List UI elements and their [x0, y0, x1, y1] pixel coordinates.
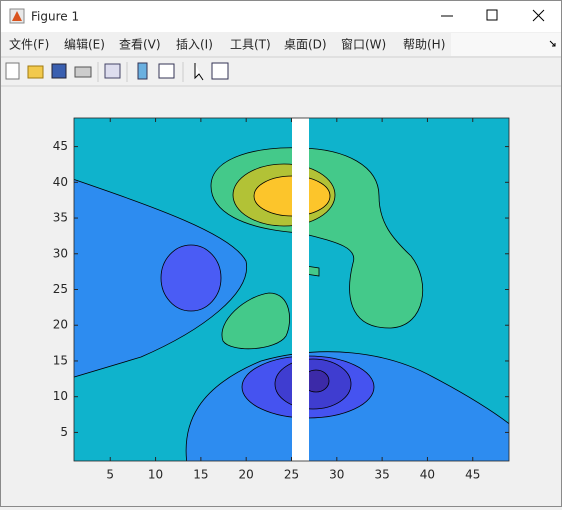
window-title: Figure 1 [31, 10, 79, 24]
y-tick-label: 15 [53, 353, 68, 367]
contour-level [74, 179, 247, 378]
y-tick-label: 45 [53, 139, 68, 153]
x-tick-label: 45 [465, 468, 480, 482]
y-tick-label: 5 [60, 425, 68, 439]
dock-arrow[interactable] [549, 40, 556, 47]
new-icon[interactable] [5, 62, 20, 80]
link-icon[interactable] [104, 63, 121, 79]
toolbar [5, 62, 229, 82]
x-tick-label: 30 [329, 468, 344, 482]
open-icon[interactable] [27, 65, 44, 79]
nan-gap [292, 118, 309, 461]
x-tick-label: 15 [193, 468, 208, 482]
contour-level [221, 292, 290, 350]
x-tick-label: 10 [148, 468, 163, 482]
x-tick-label: 40 [420, 468, 435, 482]
menu-item[interactable]: 文件(F) [9, 37, 49, 52]
maximize-button[interactable] [486, 9, 498, 21]
y-tick-label: 30 [53, 246, 68, 260]
close-button[interactable] [532, 9, 545, 22]
y-tick-label: 40 [53, 175, 68, 189]
y-tick-label: 25 [53, 282, 68, 296]
pointer-icon[interactable] [194, 63, 204, 81]
y-tick-label: 10 [53, 389, 68, 403]
print-icon[interactable] [74, 66, 92, 78]
menu-item[interactable]: 查看(V) [119, 38, 161, 52]
contour-level [160, 244, 222, 312]
save-icon[interactable] [51, 63, 67, 79]
menu-bar-end [451, 33, 561, 56]
menu-item[interactable]: 帮助(H) [403, 38, 445, 52]
contour-fill [74, 118, 509, 461]
title-bar [1, 1, 561, 32]
menu-item[interactable]: 工具(T) [230, 38, 271, 52]
menu-item[interactable]: 窗口(W) [341, 38, 386, 52]
menu-bar [1, 33, 451, 56]
menu-item[interactable]: 编辑(E) [64, 37, 105, 52]
x-tick-label: 20 [239, 468, 254, 482]
app-icon-shape [12, 11, 22, 21]
x-tick-label: 25 [284, 468, 299, 482]
y-tick-label: 35 [53, 211, 68, 225]
menu-item[interactable]: 桌面(D) [284, 38, 327, 52]
x-tick-label: 35 [374, 468, 389, 482]
x-tick-label: 5 [106, 468, 114, 482]
y-tick-label: 20 [53, 318, 68, 332]
menu-item[interactable]: 插入(I) [176, 38, 213, 52]
legend-icon[interactable] [158, 63, 175, 79]
colorbar-icon[interactable] [137, 62, 148, 80]
property-icon[interactable] [211, 62, 229, 80]
